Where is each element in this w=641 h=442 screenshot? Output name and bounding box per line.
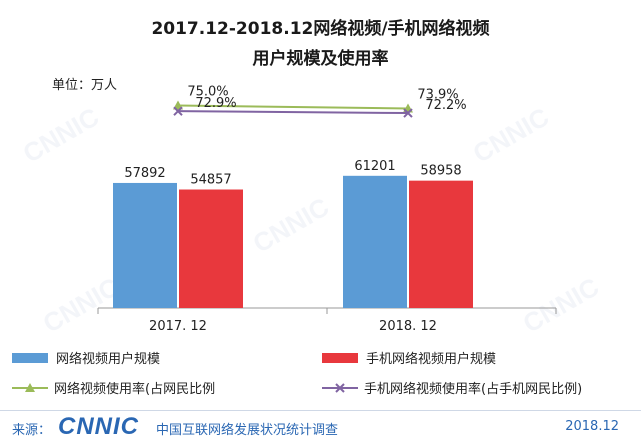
unit-label: 单位：万人: [52, 78, 118, 93]
series-line: [177, 104, 409, 110]
organization-name: 中国互联网络发展状况统计调查: [156, 423, 339, 438]
x-marker-icon: [322, 382, 358, 393]
legend-item-0: 网络视频用户规模: [12, 348, 160, 367]
bar-value-label: 57892: [124, 166, 165, 181]
rate-value-label: 73.9%: [417, 87, 458, 102]
x-marker: [403, 108, 413, 118]
cnnic-logo: CNNIC: [58, 413, 139, 440]
x-tick-label: 2017. 12: [149, 319, 207, 334]
legend-label: 网络视频使用率(占网民比例: [54, 382, 216, 397]
chart-title-line1: 2017.12-2018.12网络视频/手机网络视频: [151, 19, 490, 39]
bar-value-label: 54857: [190, 173, 231, 188]
x-marker: [173, 106, 183, 116]
legend-item-2: 网络视频使用率(占网民比例: [12, 378, 215, 397]
bar-red: [409, 180, 473, 308]
bar-value-label: 61201: [354, 159, 395, 174]
source-label: 来源：: [12, 423, 52, 438]
legend-swatch-blue: [12, 352, 48, 363]
bar-value-label: 58958: [420, 164, 461, 179]
triangle-marker-icon: [12, 382, 48, 392]
legend-item-3: 手机网络视频使用率(占手机网民比例): [322, 378, 582, 397]
chart-title-line2: 用户规模及使用率: [252, 49, 389, 69]
bar-blue: [343, 175, 407, 308]
rate-value-label: 72.2%: [425, 98, 466, 113]
legend-item-1: 手机网络视频用户规模: [322, 348, 496, 367]
bar-red: [179, 189, 243, 308]
x-tick-label: 2018. 12: [379, 319, 437, 334]
triangle-marker: [173, 100, 183, 110]
footer-date: 2018.12: [565, 419, 619, 434]
rate-value-label: 75.0%: [187, 85, 228, 100]
series-line: [177, 110, 409, 115]
legend-swatch-red: [322, 352, 358, 363]
chart-canvas: 57892 61201 54857 58958 75.0% 73.9% 72.9% 72.2%…: [97, 85, 557, 334]
rate-value-label: 72.9%: [195, 96, 236, 111]
bar-blue: [113, 182, 177, 308]
legend-label: 网络视频用户规模: [56, 352, 161, 367]
footer: 来源： CNNIC 中国互联网络发展状况统计调查 2018.12: [0, 410, 641, 442]
legend-label: 手机网络视频用户规模: [366, 352, 497, 367]
legend-label: 手机网络视频使用率(占手机网民比例): [364, 382, 583, 397]
